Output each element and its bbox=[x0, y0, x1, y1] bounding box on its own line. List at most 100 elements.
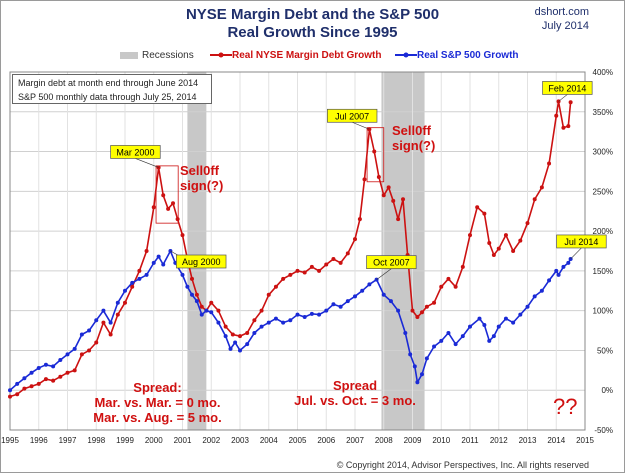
selloff-annotation-2000: Sell0ff sign(?) bbox=[180, 163, 223, 193]
spread-annotation-2000: Spread: Mar. vs. Mar. = 0 mo. Mar. vs. A… bbox=[75, 380, 240, 425]
x-tick-label: 1995 bbox=[1, 436, 19, 445]
callout-label: Jul 2007 bbox=[335, 111, 369, 121]
data-point-sp500 bbox=[266, 320, 271, 325]
data-point-margin-debt bbox=[194, 292, 199, 297]
data-point-margin-debt bbox=[180, 233, 185, 238]
data-point-sp500 bbox=[252, 330, 257, 335]
data-point-margin-debt bbox=[396, 217, 401, 222]
data-point-sp500 bbox=[487, 338, 492, 343]
data-point-margin-debt bbox=[189, 276, 194, 281]
data-point-sp500 bbox=[22, 376, 27, 381]
data-point-margin-debt bbox=[216, 308, 221, 313]
data-point-margin-debt bbox=[386, 185, 391, 190]
data-point-margin-debt bbox=[381, 193, 386, 198]
data-point-sp500 bbox=[324, 308, 329, 313]
callout-label: Feb 2014 bbox=[548, 83, 586, 93]
callout-box bbox=[556, 234, 607, 249]
x-tick-label: 2014 bbox=[547, 436, 565, 445]
data-point-sp500 bbox=[101, 308, 106, 313]
data-point-margin-debt bbox=[199, 304, 204, 309]
data-point-margin-debt bbox=[410, 308, 415, 313]
data-point-sp500 bbox=[518, 312, 523, 317]
legend-margin: Real NYSE Margin Debt Growth bbox=[210, 50, 381, 61]
data-point-sp500 bbox=[381, 292, 386, 297]
data-point-margin-debt bbox=[566, 124, 571, 129]
data-point-sp500 bbox=[554, 268, 559, 273]
data-point-sp500 bbox=[460, 334, 465, 339]
callout-box bbox=[542, 81, 593, 95]
callout-label: Aug 2000 bbox=[182, 257, 221, 267]
data-point-sp500 bbox=[123, 288, 127, 293]
x-tick-label: 1997 bbox=[59, 436, 77, 445]
data-point-sp500 bbox=[65, 352, 70, 357]
callout-pointer bbox=[558, 94, 568, 102]
data-point-margin-debt bbox=[482, 211, 487, 216]
callout-label: Jul 2014 bbox=[564, 237, 598, 247]
data-point-margin-debt bbox=[223, 324, 228, 329]
data-point-sp500 bbox=[185, 284, 190, 289]
chart-title-line1: NYSE Margin Debt and the S&P 500 bbox=[185, 6, 440, 23]
data-point-sp500 bbox=[403, 330, 408, 335]
data-point-margin-debt bbox=[568, 100, 573, 105]
data-point-sp500 bbox=[511, 320, 516, 325]
data-point-sp500 bbox=[525, 304, 530, 309]
question-marks: ?? bbox=[553, 394, 578, 419]
data-point-sp500 bbox=[468, 324, 472, 329]
data-point-sp500 bbox=[130, 280, 135, 285]
data-point-sp500 bbox=[199, 312, 204, 317]
series-line-sp500 bbox=[9, 249, 572, 391]
data-point-sp500 bbox=[144, 272, 149, 277]
data-point-sp500 bbox=[245, 342, 250, 347]
data-point-sp500 bbox=[295, 312, 300, 317]
recession-band-1 bbox=[187, 72, 207, 430]
callout-pointer bbox=[352, 122, 370, 130]
data-point-margin-debt bbox=[487, 241, 492, 246]
chart-legend: Recessions Real NYSE Margin Debt Growth … bbox=[0, 50, 625, 64]
data-point-sp500 bbox=[233, 340, 238, 345]
data-point-sp500 bbox=[446, 330, 451, 335]
callout-box bbox=[176, 254, 227, 269]
legend-margin-label: Real NYSE Margin Debt Growth bbox=[232, 50, 382, 61]
data-point-margin-debt bbox=[51, 378, 56, 383]
data-point-sp500 bbox=[43, 362, 48, 367]
data-point-margin-debt bbox=[36, 381, 41, 386]
data-point-margin-debt bbox=[353, 237, 357, 242]
data-point-margin-debt bbox=[259, 308, 264, 313]
data-point-sp500 bbox=[556, 272, 561, 277]
data-point-sp500 bbox=[415, 380, 420, 385]
data-point-sp500 bbox=[477, 316, 482, 321]
data-point-sp500 bbox=[360, 288, 365, 293]
data-point-margin-debt bbox=[266, 292, 271, 297]
data-point-sp500 bbox=[482, 322, 487, 327]
data-point-sp500 bbox=[209, 310, 214, 315]
data-point-margin-debt bbox=[453, 284, 458, 289]
note-line2: S&P 500 monthly data through July 25, 20… bbox=[18, 92, 197, 102]
data-point-sp500 bbox=[223, 334, 228, 339]
data-point-margin-debt bbox=[273, 284, 278, 289]
data-point-margin-debt bbox=[362, 177, 367, 182]
data-point-sp500 bbox=[281, 320, 286, 325]
data-point-sp500 bbox=[58, 357, 63, 362]
x-tick-label: 2015 bbox=[576, 436, 594, 445]
data-point-margin-debt bbox=[166, 206, 171, 211]
data-point-sp500 bbox=[338, 304, 343, 309]
plot-border bbox=[9, 71, 586, 431]
data-point-margin-debt bbox=[230, 332, 235, 337]
data-point-margin-debt bbox=[245, 330, 250, 335]
data-point-sp500 bbox=[566, 260, 571, 265]
data-point-sp500 bbox=[419, 372, 424, 377]
callout-box bbox=[110, 145, 161, 159]
spread1-title: Spread: bbox=[133, 380, 182, 395]
data-point-sp500 bbox=[72, 346, 77, 351]
data-point-sp500 bbox=[204, 308, 209, 313]
chart-title-line2: Real Growth Since 1995 bbox=[227, 24, 398, 41]
x-tick-label: 2008 bbox=[375, 436, 393, 445]
x-tick-label: 2002 bbox=[202, 436, 220, 445]
x-tick-label: 1998 bbox=[87, 436, 105, 445]
data-point-margin-debt bbox=[137, 268, 142, 273]
x-tick-label: 2005 bbox=[289, 436, 307, 445]
data-point-margin-debt bbox=[468, 233, 472, 238]
margin-legend-swatch bbox=[210, 52, 232, 58]
data-point-sp500 bbox=[288, 318, 293, 323]
x-tick-label: 2000 bbox=[145, 436, 163, 445]
